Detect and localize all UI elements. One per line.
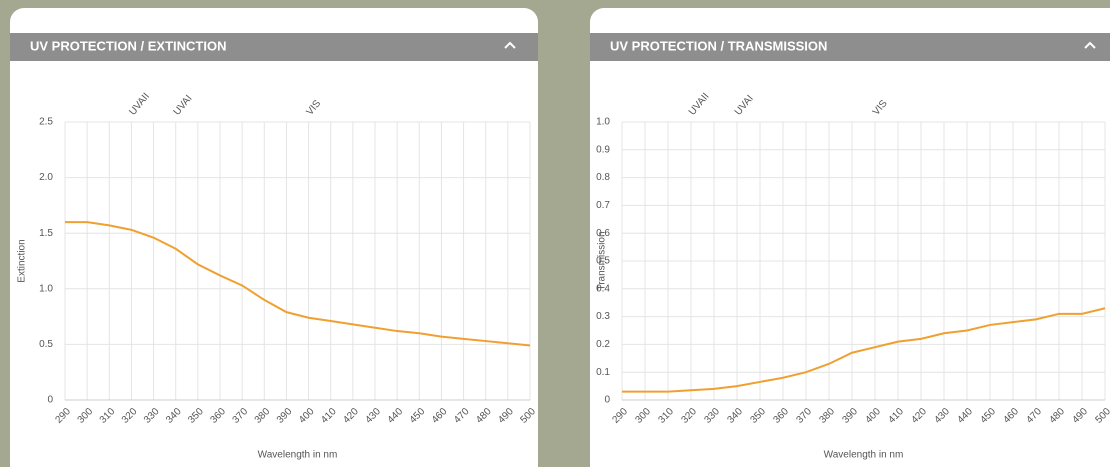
card xyxy=(10,8,538,467)
card xyxy=(590,8,1110,467)
x-axis-title: Wavelength in nm xyxy=(258,450,338,461)
card-title: UV PROTECTION / EXTINCTION xyxy=(30,38,226,53)
collapse-icon[interactable] xyxy=(1084,41,1096,49)
card-header xyxy=(10,33,538,61)
y-tick-label: 0.9 xyxy=(596,144,610,155)
collapse-icon[interactable] xyxy=(504,41,516,49)
y-tick-label: 0.3 xyxy=(596,311,610,322)
y-axis-title: Extinction xyxy=(17,239,28,282)
y-axis-title: Transmission xyxy=(597,231,608,290)
y-tick-label: 0 xyxy=(604,395,610,406)
y-tick-label: 1.5 xyxy=(39,228,53,239)
y-tick-label: 0.4 xyxy=(596,283,610,294)
card-title: UV PROTECTION / TRANSMISSION xyxy=(610,38,827,53)
y-tick-label: 0.6 xyxy=(596,228,610,239)
y-tick-label: 0.8 xyxy=(596,172,610,183)
data-line xyxy=(622,307,1106,393)
card-header xyxy=(590,33,1110,61)
y-tick-label: 0.1 xyxy=(596,367,610,378)
y-tick-label: 1.0 xyxy=(39,283,53,294)
y-tick-label: 0.2 xyxy=(596,339,610,350)
y-tick-label: 2.0 xyxy=(39,172,53,183)
y-tick-label: 0.5 xyxy=(39,339,53,350)
y-tick-label: 1.0 xyxy=(596,117,610,128)
data-line xyxy=(65,221,531,347)
y-tick-label: 2.5 xyxy=(39,117,53,128)
x-axis-title: Wavelength in nm xyxy=(824,450,904,461)
y-tick-label: 0.5 xyxy=(596,256,610,267)
y-tick-label: 0.7 xyxy=(596,200,610,211)
y-tick-label: 0 xyxy=(47,395,53,406)
